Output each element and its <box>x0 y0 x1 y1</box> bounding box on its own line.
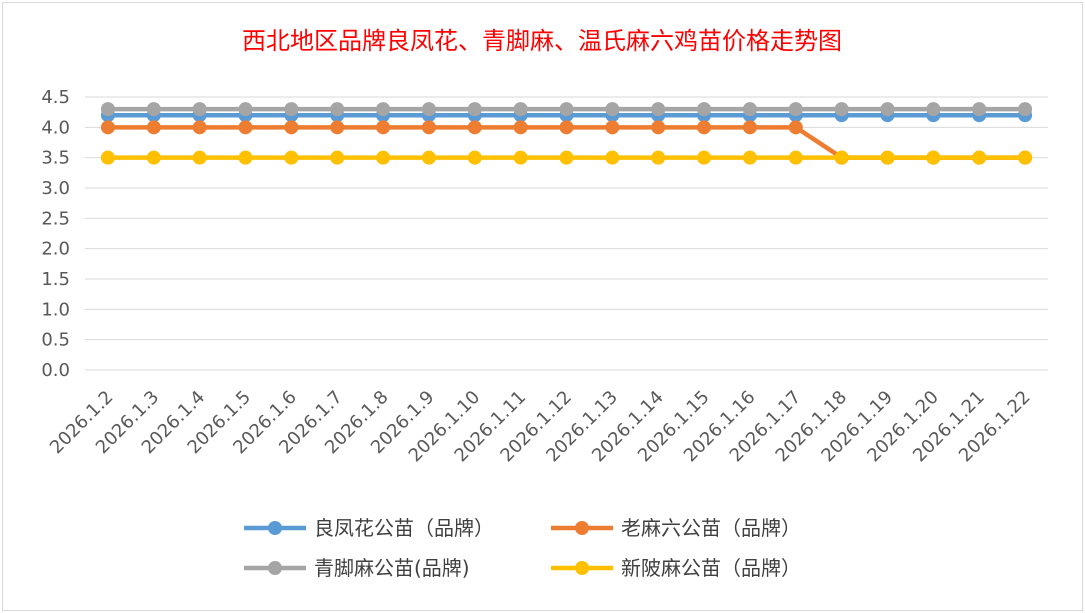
data-point <box>421 150 436 165</box>
data-point <box>651 102 666 117</box>
data-point <box>284 102 299 117</box>
y-tick-label: 0.5 <box>41 330 70 351</box>
series-2 <box>100 102 1033 117</box>
chart-title: 西北地区品牌良凤花、青脚麻、温氏麻六鸡苗价格走势图 <box>242 27 842 55</box>
x-axis-ticks: 2026.1.22026.1.32026.1.42026.1.52026.1.6… <box>46 387 1035 467</box>
series-layer <box>100 102 1033 165</box>
legend-label: 新陂麻公苗（品牌） <box>621 556 801 580</box>
data-point <box>376 102 391 117</box>
data-point <box>100 150 115 165</box>
y-tick-label: 4.5 <box>41 87 70 108</box>
legend-item: 青脚麻公苗(品牌) <box>244 556 470 580</box>
data-point <box>146 120 161 135</box>
data-point <box>467 150 482 165</box>
legend-item: 老麻六公苗（品牌） <box>551 516 801 540</box>
data-point <box>192 102 207 117</box>
data-point <box>651 150 666 165</box>
legend-label: 老麻六公苗（品牌） <box>621 516 801 540</box>
data-point <box>376 150 391 165</box>
legend-label: 青脚麻公苗(品牌) <box>314 556 470 580</box>
data-point <box>697 150 712 165</box>
y-tick-label: 2.0 <box>41 239 70 260</box>
data-point <box>742 150 757 165</box>
data-point <box>421 102 436 117</box>
data-point <box>972 102 987 117</box>
gridlines <box>85 96 1048 371</box>
data-point <box>238 102 253 117</box>
data-point <box>605 102 620 117</box>
y-tick-label: 3.5 <box>41 148 70 169</box>
data-point <box>284 150 299 165</box>
data-point <box>100 120 115 135</box>
legend-swatch-marker <box>575 561 589 575</box>
data-point <box>192 150 207 165</box>
y-tick-label: 1.0 <box>41 299 70 320</box>
data-point <box>146 102 161 117</box>
data-point <box>697 120 712 135</box>
data-point <box>1018 102 1033 117</box>
legend-swatch-marker <box>575 521 589 535</box>
data-point <box>742 102 757 117</box>
legend-swatch-marker <box>268 561 282 575</box>
data-point <box>1018 150 1033 165</box>
data-point <box>284 120 299 135</box>
data-point <box>880 102 895 117</box>
legend-label: 良凤花公苗（品牌） <box>314 516 494 540</box>
data-point <box>834 150 849 165</box>
data-point <box>513 120 528 135</box>
data-point <box>330 120 345 135</box>
data-point <box>972 150 987 165</box>
legend-item: 新陂麻公苗（品牌） <box>551 556 801 580</box>
data-point <box>146 150 161 165</box>
legend-item: 良凤花公苗（品牌） <box>244 516 494 540</box>
data-point <box>238 150 253 165</box>
legend: 良凤花公苗（品牌） 老麻六公苗（品牌） 青脚麻公苗(品牌) 新陂麻公苗（品牌） <box>244 516 801 580</box>
y-tick-label: 4.0 <box>41 117 70 138</box>
data-point <box>421 120 436 135</box>
data-point <box>880 150 895 165</box>
legend-swatch-marker <box>268 521 282 535</box>
data-point <box>605 120 620 135</box>
data-point <box>926 150 941 165</box>
y-tick-label: 2.5 <box>41 208 70 229</box>
data-point <box>651 120 666 135</box>
series-3 <box>100 150 1033 165</box>
data-point <box>467 120 482 135</box>
data-point <box>742 120 757 135</box>
data-point <box>513 102 528 117</box>
data-point <box>788 150 803 165</box>
data-point <box>697 102 712 117</box>
data-point <box>376 120 391 135</box>
y-tick-label: 3.0 <box>41 178 70 199</box>
data-point <box>100 102 115 117</box>
y-axis-ticks: 0.0 0.5 1.0 1.5 2.0 2.5 3.0 3.5 4.0 4.5 <box>41 87 70 381</box>
data-point <box>330 150 345 165</box>
data-point <box>788 102 803 117</box>
data-point <box>605 150 620 165</box>
y-tick-label: 0.0 <box>41 360 70 381</box>
data-point <box>467 102 482 117</box>
data-point <box>513 150 528 165</box>
data-point <box>330 102 345 117</box>
data-point <box>238 120 253 135</box>
data-point <box>834 102 849 117</box>
y-tick-label: 1.5 <box>41 269 70 290</box>
data-point <box>559 150 574 165</box>
data-point <box>788 120 803 135</box>
data-point <box>192 120 207 135</box>
data-point <box>559 102 574 117</box>
data-point <box>559 120 574 135</box>
data-point <box>926 102 941 117</box>
